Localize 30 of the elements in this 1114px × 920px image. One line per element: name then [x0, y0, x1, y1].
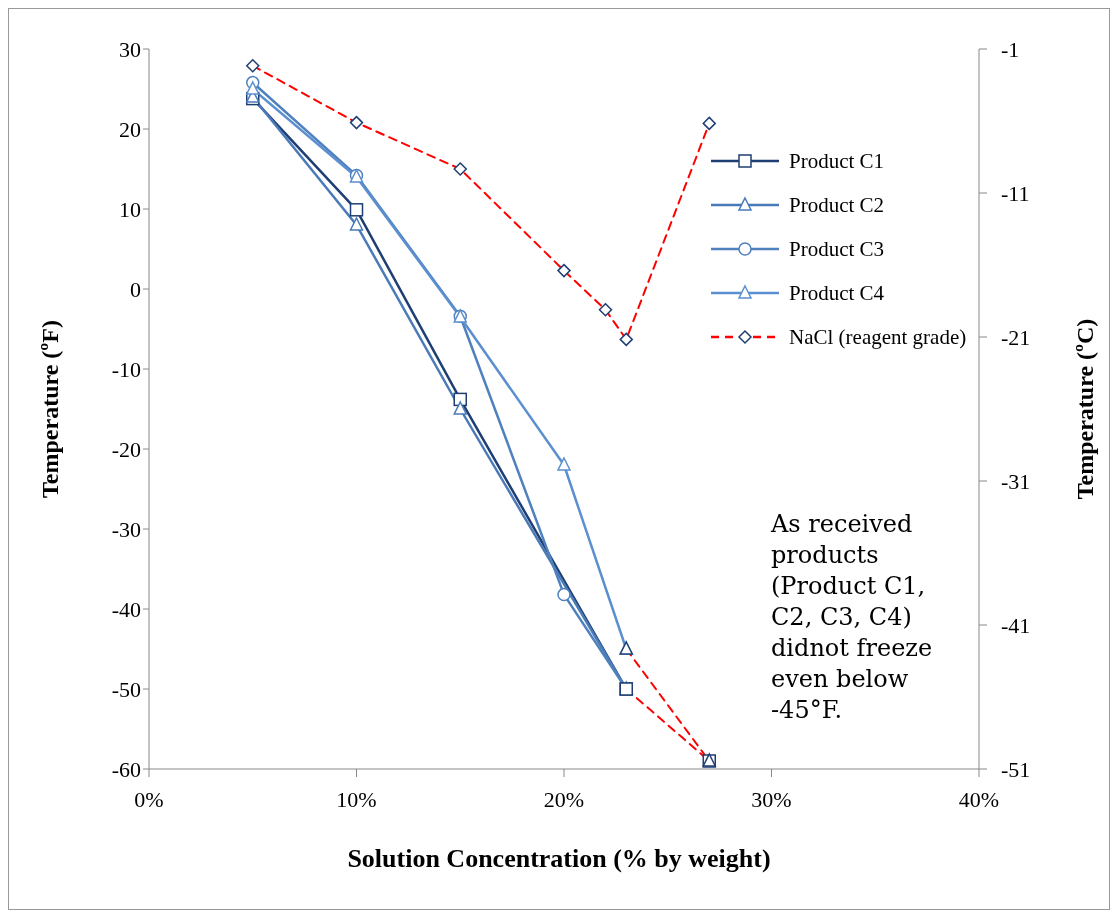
- legend-label: NaCl (reagent grade): [789, 324, 967, 350]
- y-tick-label: -60: [111, 756, 141, 782]
- x-tick-label: 20%: [543, 786, 585, 812]
- y-tick-label: -10: [111, 356, 141, 382]
- x-tick-label: 30%: [751, 786, 792, 812]
- y-tick-label: -20: [111, 436, 141, 462]
- y-tick-label: 10: [119, 196, 141, 222]
- y2-tick-label: -21: [1001, 324, 1031, 350]
- y-tick-label: -40: [111, 596, 141, 622]
- y-tick-label: -30: [111, 516, 141, 542]
- legend-label: Product C4: [789, 280, 885, 306]
- x-tick-label: 0%: [134, 786, 164, 812]
- x-axis-title: Solution Concentration (% by weight): [346, 844, 772, 874]
- y2-tick-label: -31: [1001, 468, 1031, 494]
- x-tick-label: 40%: [958, 786, 1000, 812]
- y2-tick-label: -51: [1001, 756, 1031, 782]
- y2-tick-label: -1: [1001, 36, 1020, 62]
- y2-tick-label: -11: [1001, 180, 1030, 206]
- x-tick-label: 10%: [336, 786, 377, 812]
- y-axis-title: Temperature (ºF): [36, 320, 63, 498]
- y-tick-label: 20: [119, 116, 141, 142]
- annotation: As received products (Product C1, C2, C3, C4) didnot freeze even below -45°F.: [771, 509, 934, 726]
- legend-label: Product C1: [789, 148, 885, 174]
- legend-label: Product C3: [789, 236, 885, 262]
- y2-axis-title: Temperature (ºC): [1071, 318, 1098, 500]
- legend-label: Product C2: [789, 192, 885, 218]
- y2-tick-label: -41: [1001, 612, 1031, 638]
- y-tick-label: 0: [130, 276, 141, 302]
- y-tick-label: 30: [119, 36, 141, 62]
- y-tick-label: -50: [111, 676, 141, 702]
